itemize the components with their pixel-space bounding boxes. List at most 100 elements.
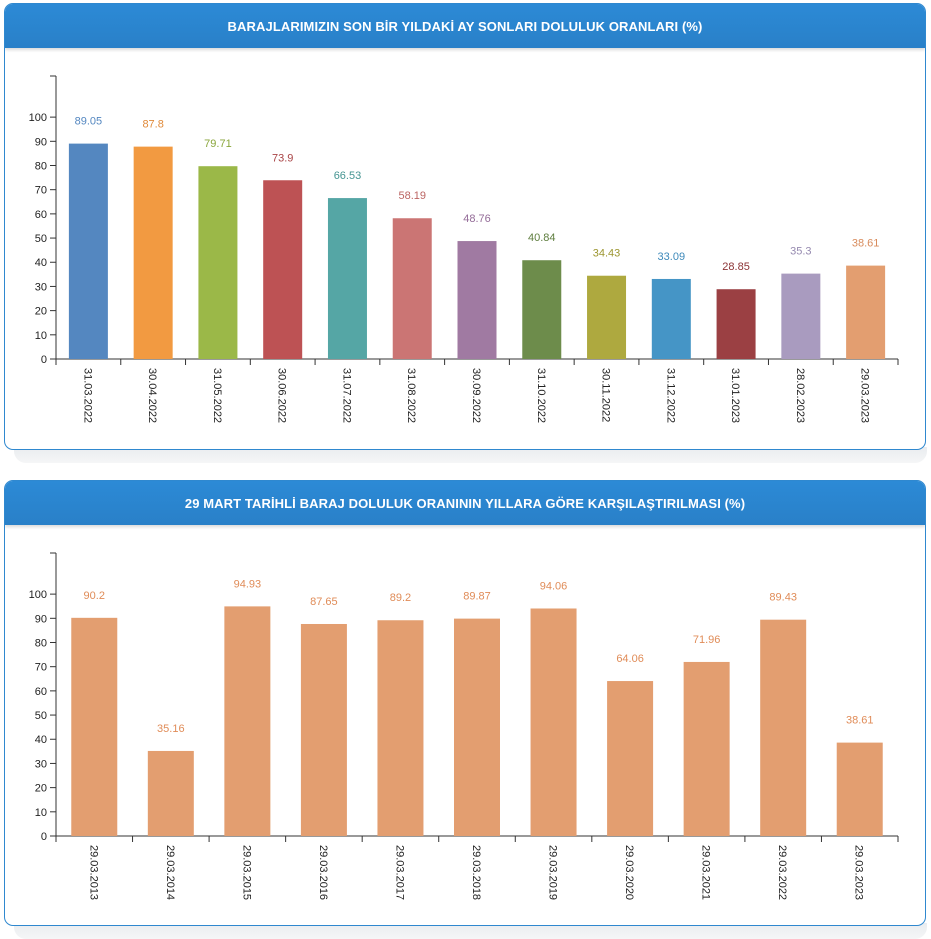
y-tick-label: 10 [35,330,47,342]
y-tick-label: 20 [35,783,47,795]
x-tick-label: 31.07.2022 [340,368,352,423]
data-label: 94.93 [234,578,262,590]
bar [224,606,271,836]
data-label: 35.16 [157,723,185,735]
x-tick-label: 30.09.2022 [470,368,482,423]
y-tick-label: 0 [41,831,47,843]
y-tick-label: 60 [35,686,47,698]
bar [263,180,303,359]
data-label: 34.43 [593,248,621,260]
y-tick-label: 10 [35,807,47,819]
data-label: 28.85 [722,261,750,273]
x-tick-label: 31.10.2022 [535,368,547,423]
x-tick-label: 30.04.2022 [146,368,158,423]
x-tick-label: 31.08.2022 [405,368,417,423]
bar [198,166,238,359]
y-tick-label: 40 [35,734,47,746]
bar-chart-monthly: 0 10 20 30 40 50 60 70 80 90 100 89.05 31.03.2022 87.… [29,75,899,423]
bar [760,619,807,836]
x-tick-label: 28.02.2023 [794,368,806,423]
x-tick-label: 29.03.2018 [470,845,482,900]
y-tick-label: 20 [35,306,47,318]
x-tick-label: 29.03.2023 [859,368,871,423]
y-tick-label: 70 [35,185,47,197]
x-tick-label: 30.11.2022 [600,368,612,422]
y-tick-label: 100 [29,112,47,124]
x-tick-label: 29.03.2021 [700,845,712,900]
bar [607,681,654,836]
bar [71,617,118,836]
y-tick-label: 30 [35,281,47,293]
data-label: 73.9 [272,152,293,164]
data-label: 79.71 [204,138,232,150]
x-tick-label: 29.03.2017 [393,845,405,900]
y-tick-label: 60 [35,209,47,221]
data-label: 87.65 [310,596,338,608]
data-label: 38.61 [846,715,874,727]
data-label: 89.2 [390,592,411,604]
y-tick-label: 80 [35,160,47,172]
bar [68,143,108,359]
x-tick-label: 29.03.2023 [853,845,865,900]
data-label: 58.19 [398,190,426,202]
bar [457,241,497,359]
data-label: 71.96 [693,634,721,646]
panel-shadow [14,447,927,463]
data-label: 90.2 [84,590,105,602]
x-tick-label: 29.03.2019 [547,845,559,900]
bar [522,260,562,359]
chart-panel-yearly: 29 MART TARİHLİ BARAJ DOLULUK ORANININ Y… [4,480,926,926]
data-label: 48.76 [463,213,491,225]
x-tick-label: 29.03.2015 [240,845,252,900]
bar [392,218,432,359]
data-label: 89.87 [463,591,491,603]
y-tick-label: 40 [35,257,47,269]
bar [716,289,756,359]
data-label: 66.53 [334,170,362,182]
x-tick-label: 29.03.2016 [317,845,329,900]
bar [587,275,627,359]
panel-shadow [14,923,927,939]
y-tick-label: 50 [35,710,47,722]
bar [377,620,424,836]
bar [651,278,691,359]
data-label: 89.43 [769,592,797,604]
data-label: 89.05 [75,116,103,128]
x-tick-label: 31.12.2022 [664,368,676,423]
x-tick-label: 30.06.2022 [276,368,288,423]
y-tick-label: 90 [35,136,47,148]
chart-title: BARAJLARIMIZIN SON BİR YILDAKİ AY SONLAR… [5,4,925,48]
y-tick-label: 80 [35,637,47,649]
data-label: 38.61 [852,238,880,250]
y-tick-label: 30 [35,758,47,770]
x-tick-label: 31.03.2022 [81,368,93,423]
bar [300,623,347,836]
y-tick-label: 100 [29,589,47,601]
bar [133,146,173,359]
data-label: 35.3 [790,246,811,258]
bar [781,273,821,359]
x-tick-label: 31.05.2022 [211,368,223,423]
x-tick-label: 29.03.2022 [776,845,788,900]
bar [327,198,367,359]
y-tick-label: 70 [35,662,47,674]
data-label: 33.09 [658,251,686,263]
x-tick-label: 29.03.2020 [623,845,635,900]
data-label: 94.06 [540,580,568,592]
y-tick-label: 50 [35,233,47,245]
y-tick-label: 0 [41,354,47,366]
chart-title: 29 MART TARİHLİ BARAJ DOLULUK ORANININ Y… [5,481,925,525]
x-tick-label: 31.01.2023 [729,368,741,423]
y-tick-label: 90 [35,613,47,625]
data-label: 64.06 [616,653,644,665]
data-label: 87.8 [142,119,163,131]
bar [147,750,194,836]
bar-chart-yearly: 0 10 20 30 40 50 60 70 80 90 100 90.2 29.03.2013 35.1… [29,552,899,900]
x-tick-label: 29.03.2013 [87,845,99,900]
x-tick-label: 29.03.2014 [164,845,176,900]
bar [530,608,577,836]
data-label: 40.84 [528,232,556,244]
bar [683,661,730,836]
bar [846,265,886,359]
bar [454,618,500,836]
